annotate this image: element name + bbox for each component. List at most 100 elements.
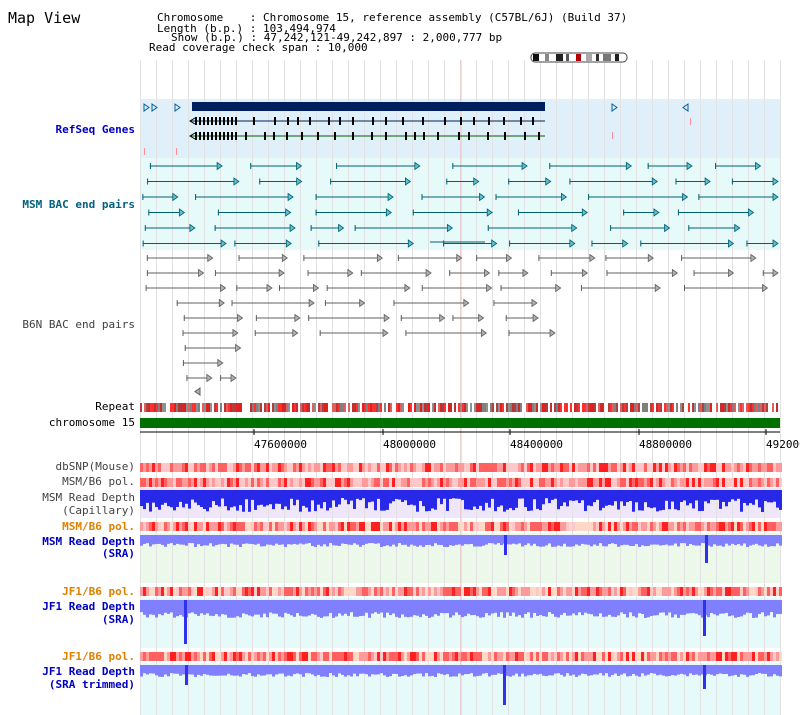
heat-cell — [485, 652, 488, 661]
heat-cell — [209, 587, 212, 596]
depth-bar — [629, 535, 632, 546]
depth-bar — [467, 535, 470, 545]
heat-cell — [476, 463, 479, 472]
depth-bar — [287, 665, 290, 676]
heat-cell — [629, 587, 632, 596]
depth-bar — [656, 600, 659, 616]
heat-cell — [197, 522, 200, 531]
heat-cell — [731, 652, 734, 661]
depth-bar — [719, 535, 722, 546]
depth-bar — [188, 600, 191, 614]
depth-bar — [251, 490, 254, 500]
heat-cell — [353, 587, 356, 596]
heat-cell — [638, 652, 641, 661]
heat-cell — [479, 587, 482, 596]
depth-bar — [146, 665, 149, 675]
heat-cell — [245, 652, 248, 661]
depth-bar — [491, 490, 494, 499]
b6n-bac-end — [505, 315, 507, 321]
depth-bar — [611, 535, 614, 544]
depth-bar — [377, 535, 380, 544]
heat-cell — [218, 522, 221, 531]
heat-cell — [290, 652, 293, 661]
heat-cell — [371, 522, 374, 531]
heat-cell — [158, 587, 161, 596]
heat-cell — [539, 652, 542, 661]
heat-cell — [503, 478, 506, 487]
depth-bar — [653, 490, 656, 508]
heat-cell — [287, 522, 290, 531]
depth-bar — [470, 490, 473, 510]
depth-bar — [209, 665, 212, 676]
depth-bar — [560, 600, 563, 615]
repeat-block — [310, 403, 312, 412]
repeat-block — [486, 403, 488, 412]
depth-bar — [710, 535, 713, 547]
depth-bar — [419, 665, 422, 674]
repeat-block — [350, 403, 352, 412]
heat-cell — [473, 587, 476, 596]
repeat-block — [700, 403, 702, 412]
gene-arrow — [143, 103, 150, 112]
heat-cell — [704, 587, 707, 596]
depth-bar — [269, 490, 272, 505]
heat-cell — [443, 652, 446, 661]
depth-bar — [368, 600, 371, 618]
heat-cell — [716, 463, 719, 472]
msm-bac-label[interactable]: MSM BAC end pairs — [22, 198, 135, 211]
heat-cell — [368, 463, 371, 472]
depth-bar — [623, 665, 626, 674]
depth-bar — [692, 490, 695, 509]
heat-cell — [236, 463, 239, 472]
repeat-block — [228, 403, 230, 412]
depth-bar — [335, 490, 338, 507]
heat-cell — [707, 652, 710, 661]
depth-bar — [452, 665, 455, 677]
repeat-block — [738, 403, 740, 412]
heat-cell — [377, 587, 380, 596]
heat-cell — [587, 478, 590, 487]
b6n-bac-arrow — [425, 268, 432, 278]
depth-bar — [182, 490, 185, 508]
repeat-block — [426, 403, 428, 412]
heat-cell — [347, 463, 350, 472]
heat-cell — [431, 522, 434, 531]
repeat-block — [454, 403, 456, 412]
b6n-bac-label[interactable]: B6N BAC end pairs — [22, 318, 135, 331]
heat-cell — [686, 522, 689, 531]
depth-bar — [524, 600, 527, 614]
heat-cell — [752, 522, 755, 531]
depth-bar — [278, 535, 281, 545]
depth-bar — [182, 600, 185, 617]
depth-bar — [158, 535, 161, 544]
depth-bar — [227, 600, 230, 618]
repeat-block — [632, 403, 634, 412]
heat-cell — [428, 587, 431, 596]
depth-bar — [344, 600, 347, 614]
heat-cell — [149, 652, 152, 661]
heat-cell — [386, 587, 389, 596]
msm-bac-arrow — [625, 161, 633, 171]
heat-cell — [761, 522, 764, 531]
depth-bar — [479, 535, 482, 547]
depth-bar — [620, 535, 623, 546]
depth-bar — [374, 490, 377, 511]
heat-cell — [209, 522, 212, 531]
b6n-bac-end — [421, 285, 423, 291]
heat-cell — [683, 587, 686, 596]
depth-bar — [488, 600, 491, 616]
heat-cell — [503, 463, 506, 472]
depth-bar — [467, 490, 470, 510]
heat-cell — [437, 652, 440, 661]
depth-bar — [773, 490, 776, 502]
depth-bar — [146, 600, 149, 618]
heat-cell — [461, 587, 464, 596]
heat-cell — [473, 652, 476, 661]
heat-cell — [398, 587, 401, 596]
repeat-block — [398, 403, 400, 412]
depth-bar — [725, 490, 728, 507]
heat-cell — [407, 652, 410, 661]
refseq-genes-label[interactable]: RefSeq Genes — [55, 123, 135, 136]
repeat-block — [724, 403, 726, 412]
